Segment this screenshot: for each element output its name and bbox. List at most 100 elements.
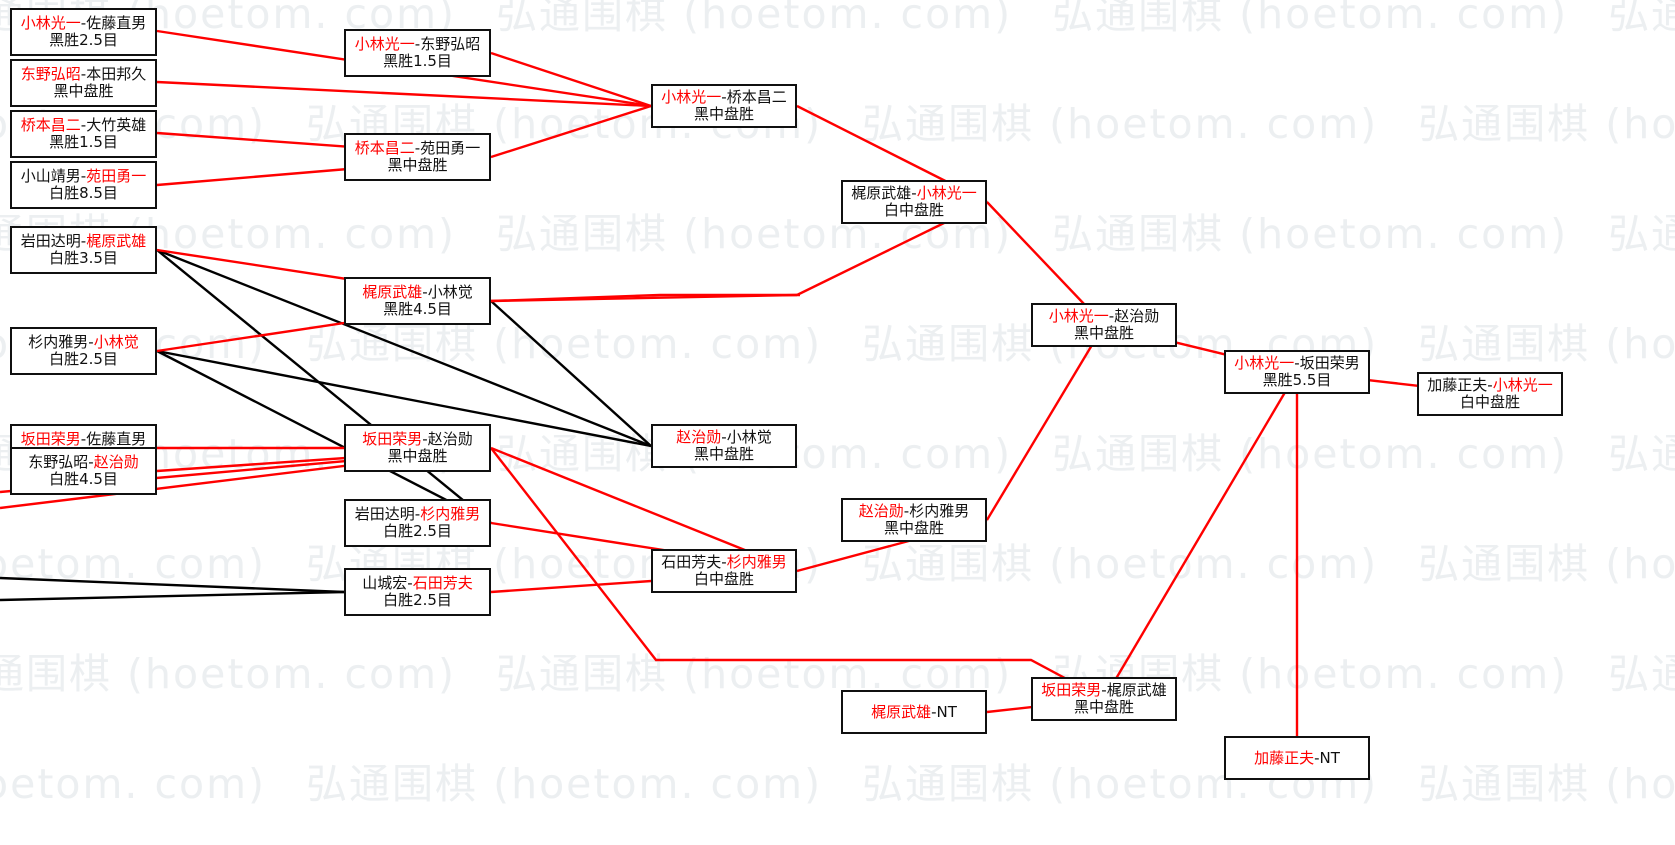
match-players: 小林光一-佐藤直男: [21, 15, 146, 32]
vs-separator: -: [80, 167, 87, 186]
player-right: NT: [936, 702, 957, 721]
match-box[interactable]: 梶原武雄-小林光一 白中盘胜: [841, 180, 987, 224]
vs-separator: -: [80, 232, 87, 251]
watermark-row: 弘通围棋 (hoetom. com)弘通围棋 (hoetom. com)弘通围棋…: [0, 90, 1675, 150]
watermark-text: 弘通围棋 (hoetom. com): [0, 540, 267, 588]
player-left: 杉内雅男: [28, 333, 89, 352]
match-box[interactable]: 山城宏-石田芳夫 白胜2.5目: [344, 568, 491, 616]
player-left: 加藤正夫: [1254, 748, 1315, 767]
player-right: 大竹英雄: [86, 116, 147, 135]
player-left: 赵治勋: [676, 428, 722, 447]
player-left: 小林光一: [354, 35, 415, 54]
match-box[interactable]: 岩田达明-杉内雅男 白胜2.5目: [344, 499, 491, 547]
match-box[interactable]: 岩田达明-梶原武雄 白胜3.5目: [10, 226, 157, 274]
match-result: 白胜8.5目: [49, 184, 118, 202]
player-right: 赵治勋: [93, 453, 139, 472]
match-players: 小山靖男-苑田勇一: [21, 168, 146, 185]
match-box[interactable]: 赵治勋-小林觉 黑中盘胜: [651, 424, 797, 468]
match-result: 白胜4.5目: [49, 470, 118, 488]
match-result: 白中盘胜: [693, 570, 754, 588]
match-result: 白胜2.5目: [49, 350, 118, 368]
player-right: 赵治勋: [1114, 307, 1160, 326]
match-box[interactable]: 东野弘昭-本田邦久 黑中盘胜: [10, 59, 157, 107]
match-result: 黑中盘胜: [693, 105, 754, 123]
connector-line-loser: [0, 576, 345, 594]
watermark-row: 弘通围棋 (hoetom. com)弘通围棋 (hoetom. com)弘通围棋…: [0, 640, 1675, 700]
connector-line-winner: [490, 293, 798, 303]
match-box[interactable]: 桥本昌二-苑田勇一 黑中盘胜: [344, 133, 491, 181]
match-box[interactable]: 加藤正夫-小林光一 白中盘胜: [1417, 372, 1563, 416]
player-left: 坂田荣男: [362, 430, 423, 449]
match-players: 岩田达明-梶原武雄: [21, 233, 146, 250]
match-players: 坂田荣男-佐藤直男: [21, 431, 146, 448]
watermark-text: 弘通围棋 (hoetom. com): [1608, 210, 1675, 258]
match-box[interactable]: 桥本昌二-大竹英雄 黑胜1.5目: [10, 110, 157, 158]
match-result: 黑中盘胜: [53, 82, 114, 100]
match-result: 黑胜1.5目: [383, 52, 452, 70]
match-box[interactable]: 小林光一-东野弘昭 黑胜1.5目: [344, 29, 491, 77]
player-right: 苑田勇一: [86, 167, 147, 186]
watermark-row: 弘通围棋 (hoetom. com)弘通围棋 (hoetom. com)弘通围棋…: [0, 200, 1675, 260]
player-right: 梶原武雄: [86, 232, 147, 251]
match-players: 石田芳夫-杉内雅男: [661, 554, 786, 571]
player-right: 佐藤直男: [86, 14, 147, 33]
match-result: 黑胜4.5目: [383, 300, 452, 318]
match-box[interactable]: 杉内雅男-小林觉 白胜2.5目: [10, 327, 157, 375]
player-left: 桥本昌二: [20, 116, 81, 135]
player-right: NT: [1319, 748, 1340, 767]
watermark-row: 弘通围棋 (hoetom. com)弘通围棋 (hoetom. com)弘通围棋…: [0, 530, 1675, 590]
connector-line-winner: [490, 104, 652, 159]
match-players: 小林光一-坂田荣男: [1234, 355, 1359, 372]
match-box[interactable]: 东野弘昭-赵治勋 白胜4.5目: [10, 447, 157, 495]
match-box[interactable]: 小林光一-赵治勋 黑中盘胜: [1031, 303, 1177, 347]
match-result: 白胜3.5目: [49, 249, 118, 267]
match-box[interactable]: 坂田荣男-梶原武雄 黑中盘胜: [1031, 677, 1177, 721]
player-right: 赵治勋: [427, 430, 473, 449]
player-left: 东野弘昭: [20, 65, 81, 84]
watermark-text: 弘通围棋 (hoetom. com): [496, 0, 1013, 38]
match-result: 黑中盘胜: [693, 445, 754, 463]
match-box[interactable]: 梶原武雄-小林觉 黑胜4.5目: [344, 277, 491, 325]
connector-line-winner: [1102, 371, 1299, 700]
match-result: 白中盘胜: [1459, 393, 1520, 411]
match-players: 小林光一-赵治勋: [1049, 308, 1159, 325]
match-box[interactable]: 梶原武雄-NT: [841, 690, 987, 734]
watermark-text: 弘通围棋 (hoetom. com): [1418, 320, 1675, 368]
vs-separator: -: [721, 88, 727, 107]
player-left: 小林光一: [1234, 354, 1295, 373]
match-box[interactable]: 石田芳夫-杉内雅男 白中盘胜: [651, 549, 797, 593]
connector-line-loser: [490, 300, 652, 447]
match-result: 白胜2.5目: [383, 522, 452, 540]
match-box[interactable]: 小林光一-坂田荣男 黑胜5.5目: [1224, 350, 1370, 394]
match-players: 杉内雅男-小林觉: [28, 334, 138, 351]
match-result: 黑中盘胜: [387, 447, 448, 465]
watermark-text: 弘通围棋 (hoetom. com): [306, 760, 823, 808]
match-box[interactable]: 小林光一-佐藤直男 黑胜2.5目: [10, 8, 157, 56]
player-left: 梶原武雄: [871, 702, 932, 721]
watermark-text: 弘通围棋 (hoetom. com): [1608, 430, 1675, 478]
player-right: 苑田勇一: [420, 139, 481, 158]
vs-separator: -: [80, 430, 87, 449]
player-left: 加藤正夫: [1427, 376, 1488, 395]
match-result: 白中盘胜: [883, 201, 944, 219]
match-players: 桥本昌二-苑田勇一: [355, 140, 480, 157]
match-players: 梶原武雄-小林觉: [362, 284, 472, 301]
match-box[interactable]: 坂田荣男-赵治勋 黑中盘胜: [344, 424, 491, 472]
player-left: 小山靖男: [20, 167, 81, 186]
watermark-text: 弘通围棋 (hoetom. com): [1608, 0, 1675, 38]
player-left: 小林光一: [1048, 307, 1109, 326]
match-box[interactable]: 赵治勋-杉内雅男 黑中盘胜: [841, 498, 987, 542]
player-right: 梶原武雄: [1106, 681, 1167, 700]
match-players: 小林光一-东野弘昭: [355, 36, 480, 53]
match-players: 岩田达明-杉内雅男: [355, 506, 480, 523]
watermark-row: 弘通围棋 (hoetom. com)弘通围棋 (hoetom. com)弘通围棋…: [0, 0, 1675, 40]
match-players: 东野弘昭-赵治勋: [28, 454, 138, 471]
match-box[interactable]: 小林光一-桥本昌二 黑中盘胜: [651, 84, 797, 128]
match-box[interactable]: 加藤正夫-NT: [1224, 736, 1370, 780]
watermark-row: 弘通围棋 (hoetom. com)弘通围棋 (hoetom. com)弘通围棋…: [0, 420, 1675, 480]
match-players: 赵治勋-杉内雅男: [859, 503, 969, 520]
match-box[interactable]: 小山靖男-苑田勇一 白胜8.5目: [10, 161, 157, 209]
match-players: 坂田荣男-赵治勋: [362, 431, 472, 448]
